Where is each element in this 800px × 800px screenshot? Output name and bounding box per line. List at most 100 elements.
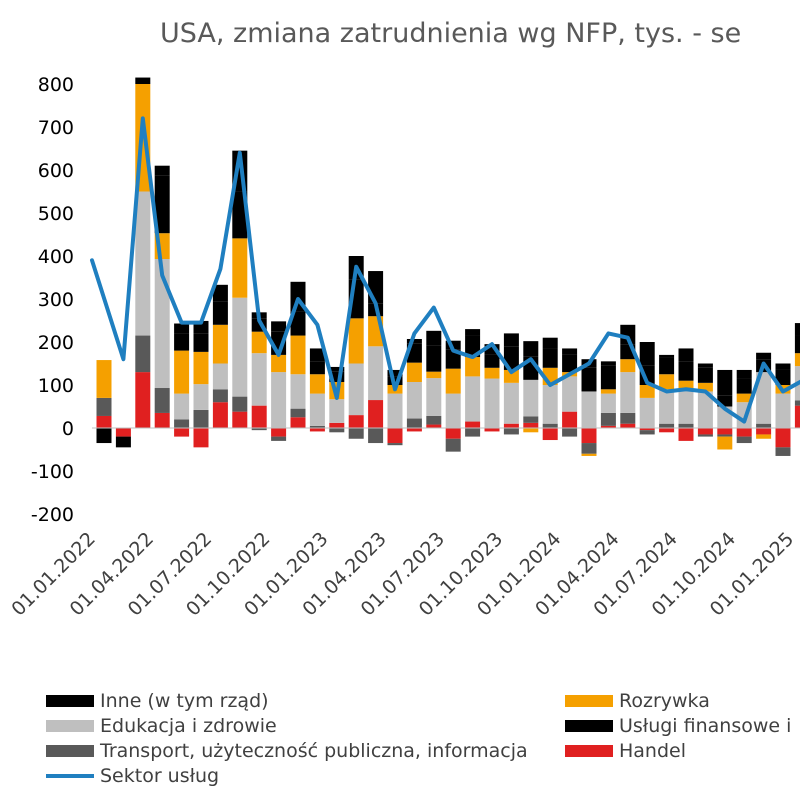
bar-segment bbox=[135, 77, 151, 84]
bar-segment bbox=[387, 393, 403, 428]
bar-segment bbox=[542, 428, 558, 441]
y-tick-label: 700 bbox=[38, 117, 74, 139]
bar-segment bbox=[406, 338, 422, 344]
bar-segment bbox=[756, 352, 772, 360]
legend-label-inne: Inne (w tym rząd) bbox=[100, 690, 269, 712]
chart-title: USA, zmiana zatrudnienia wg NFP, tys. - … bbox=[160, 18, 742, 49]
bar-segment bbox=[697, 363, 713, 368]
bar-segment bbox=[232, 297, 248, 397]
bar-segment bbox=[542, 385, 558, 424]
bar-segment bbox=[775, 447, 791, 456]
bar-segment bbox=[620, 372, 636, 413]
bar-segment bbox=[620, 412, 636, 424]
legend-item-handel: Handel bbox=[565, 740, 686, 762]
bar-segment bbox=[445, 349, 461, 369]
bar-segment bbox=[309, 348, 325, 362]
bar-segment bbox=[465, 421, 481, 428]
bar-segment bbox=[639, 342, 655, 366]
legend-swatch-sektor-uslug bbox=[46, 774, 94, 778]
bar-segment bbox=[581, 453, 597, 456]
bar-segment bbox=[309, 428, 325, 432]
bar-segment bbox=[309, 425, 325, 428]
bar-segment bbox=[756, 428, 772, 435]
bar-segment bbox=[600, 393, 616, 413]
bar-segment bbox=[309, 361, 325, 375]
bar-segment bbox=[426, 371, 442, 379]
bar-segment bbox=[193, 409, 209, 428]
bar-segment bbox=[678, 389, 694, 424]
legend-item-inne: Inne (w tym rząd) bbox=[46, 690, 269, 712]
bar-segment bbox=[251, 428, 267, 431]
bar-segment bbox=[775, 363, 791, 370]
bar-segment bbox=[290, 374, 306, 409]
bar-segment bbox=[697, 391, 713, 428]
bar-segment bbox=[406, 428, 422, 432]
legend-swatch-rozrywka bbox=[565, 695, 613, 707]
legend-item-edukacja: Edukacja i zdrowie bbox=[46, 715, 277, 737]
legend-swatch-inne bbox=[46, 695, 94, 707]
bar-segment bbox=[600, 365, 616, 390]
bar-segment bbox=[542, 423, 558, 428]
bar-segment bbox=[445, 368, 461, 394]
bar-segment bbox=[368, 428, 384, 444]
bar-segment bbox=[251, 405, 267, 428]
bar-segment bbox=[562, 348, 578, 355]
legend-label-rozrywka: Rozrywka bbox=[619, 690, 710, 712]
bar-segment bbox=[96, 360, 112, 398]
bar-segment bbox=[368, 271, 384, 304]
bar-segment bbox=[368, 400, 384, 428]
legend-item-uslugi-finansowe: Usługi finansowe i bbox=[565, 715, 791, 737]
bar-segment bbox=[639, 430, 655, 435]
y-tick-label: 0 bbox=[62, 418, 74, 440]
bar-segment bbox=[290, 408, 306, 418]
bar-segment bbox=[232, 396, 248, 412]
bar-segment bbox=[271, 428, 287, 437]
bar-segment bbox=[271, 354, 287, 373]
bar-segment bbox=[600, 425, 616, 428]
bar-segment bbox=[96, 428, 112, 444]
bar-segment bbox=[329, 428, 345, 433]
bar-segment bbox=[775, 393, 791, 428]
bar-segment bbox=[484, 428, 500, 432]
bar-segment bbox=[368, 346, 384, 401]
bar-segment bbox=[562, 376, 578, 412]
bar-segment bbox=[154, 412, 170, 428]
bar-segment bbox=[154, 175, 170, 234]
bar-segment bbox=[736, 436, 752, 444]
bar-segment bbox=[309, 393, 325, 426]
bar-segment bbox=[154, 259, 170, 389]
bar-segment bbox=[794, 353, 800, 367]
bar-segment bbox=[174, 350, 190, 394]
y-tick-label: 200 bbox=[38, 332, 74, 354]
bar-segment bbox=[96, 415, 112, 428]
bar-segment bbox=[659, 357, 675, 375]
bar-segment bbox=[232, 411, 248, 428]
bar-segment bbox=[756, 372, 772, 424]
bar-segment bbox=[756, 434, 772, 439]
bar-segment bbox=[174, 393, 190, 420]
bar-segment bbox=[523, 428, 539, 433]
bar-segment bbox=[154, 165, 170, 176]
bar-segment bbox=[581, 428, 597, 444]
bar-segment bbox=[678, 361, 694, 381]
bar-segment bbox=[232, 191, 248, 239]
bar-segment bbox=[426, 345, 442, 372]
y-tick-label: 600 bbox=[38, 160, 74, 182]
bar-segment bbox=[348, 318, 364, 364]
bar-segment bbox=[290, 417, 306, 428]
legend-label-sektor-uslug: Sektor usług bbox=[100, 765, 220, 787]
bar-segment bbox=[115, 436, 131, 448]
bar-segment bbox=[484, 378, 500, 428]
bar-segment bbox=[620, 324, 636, 345]
bar-segment bbox=[406, 381, 422, 419]
bar-segment bbox=[135, 372, 151, 428]
bar-segment bbox=[794, 400, 800, 406]
y-tick-label: 300 bbox=[38, 289, 74, 311]
bar-segment bbox=[445, 428, 461, 439]
bar-segment bbox=[659, 423, 675, 428]
bar-segment bbox=[503, 382, 519, 424]
bar-segment bbox=[736, 378, 752, 394]
bar-segment bbox=[387, 428, 403, 444]
y-axis: 800 700 600 500 400 300 200 100 0 -100 -200 bbox=[31, 74, 74, 526]
bar-segment bbox=[212, 389, 228, 403]
